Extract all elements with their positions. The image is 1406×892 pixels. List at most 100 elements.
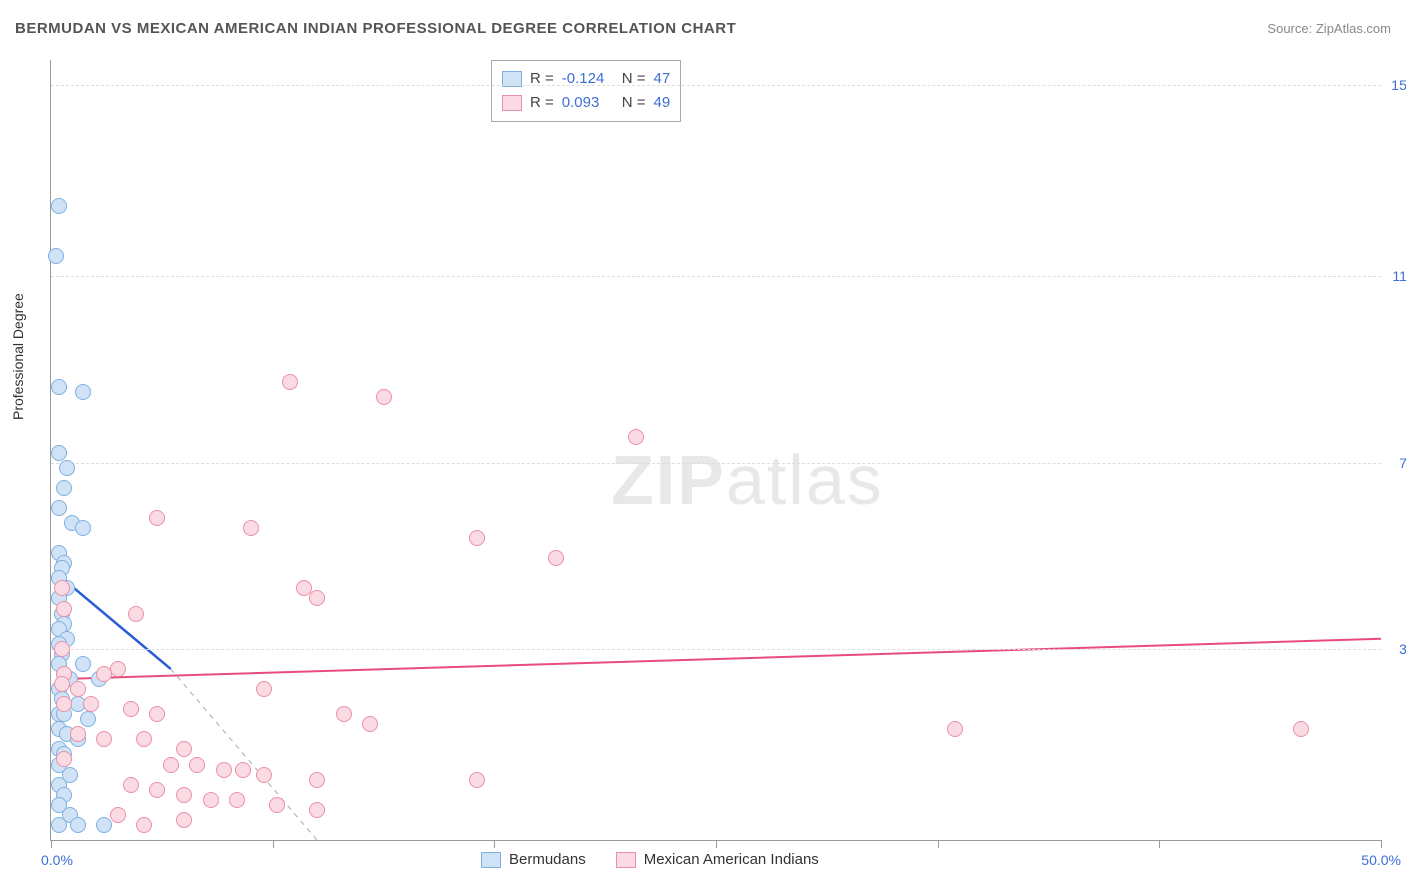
r-value: -0.124 [562,67,614,91]
legend-item: Bermudans [481,851,586,868]
data-point [282,374,298,390]
legend-label: Bermudans [509,851,586,868]
r-value: 0.093 [562,91,614,115]
data-point [70,726,86,742]
data-point [362,716,378,732]
y-tick-label: 15.0% [1391,77,1406,93]
data-point [75,520,91,536]
data-point [309,590,325,606]
n-value: 47 [654,67,671,91]
data-point [56,601,72,617]
trend-line-extrapolation [171,669,317,840]
data-point [59,460,75,476]
gridline [51,85,1381,86]
legend-row: R = 0.093 N = 49 [502,91,670,115]
r-label: R = [530,91,554,115]
source-link[interactable]: ZipAtlas.com [1316,21,1391,36]
legend-swatch [481,852,501,868]
data-point [70,681,86,697]
series-legend: Bermudans Mexican American Indians [481,851,819,868]
x-tick [51,840,52,848]
y-tick-label: 7.5% [1399,455,1406,471]
data-point [1293,721,1309,737]
data-point [110,807,126,823]
data-point [80,711,96,727]
data-point [48,248,64,264]
data-point [51,817,67,833]
data-point [176,787,192,803]
correlation-legend: R = -0.124 N = 47 R = 0.093 N = 49 [491,60,681,122]
data-point [309,802,325,818]
data-point [163,757,179,773]
data-point [96,666,112,682]
watermark: ZIPatlas [611,440,884,520]
y-tick-label: 11.2% [1392,268,1406,284]
legend-swatch [616,852,636,868]
x-tick [1159,840,1160,848]
data-point [96,731,112,747]
data-point [75,384,91,400]
data-point [176,812,192,828]
data-point [54,676,70,692]
trend-line [64,639,1381,679]
x-axis-max-label: 50.0% [1361,852,1401,868]
data-point [51,379,67,395]
x-axis-min-label: 0.0% [41,852,73,868]
data-point [376,389,392,405]
data-point [54,580,70,596]
x-tick [273,840,274,848]
n-label: N = [622,67,646,91]
n-value: 49 [654,91,671,115]
data-point [469,530,485,546]
legend-row: R = -0.124 N = 47 [502,67,670,91]
data-point [235,762,251,778]
data-point [136,731,152,747]
data-point [128,606,144,622]
data-point [947,721,963,737]
legend-item: Mexican American Indians [616,851,819,868]
legend-swatch [502,95,522,111]
data-point [123,701,139,717]
data-point [83,696,99,712]
data-point [123,777,139,793]
x-tick [1381,840,1382,848]
data-point [229,792,245,808]
data-point [70,817,86,833]
y-tick-label: 3.8% [1399,641,1406,657]
gridline [51,276,1381,277]
data-point [189,757,205,773]
data-point [56,696,72,712]
gridline [51,649,1381,650]
x-tick [938,840,939,848]
gridline [51,463,1381,464]
data-point [469,772,485,788]
legend-label: Mexican American Indians [644,851,819,868]
data-point [176,741,192,757]
data-point [51,500,67,516]
data-point [51,198,67,214]
x-tick [494,840,495,848]
source-label: Source: [1267,21,1312,36]
data-point [628,429,644,445]
n-label: N = [622,91,646,115]
data-point [216,762,232,778]
data-point [203,792,219,808]
y-axis-label: Professional Degree [10,293,26,420]
data-point [149,706,165,722]
data-point [336,706,352,722]
data-point [54,641,70,657]
x-tick [716,840,717,848]
data-point [256,767,272,783]
chart-header: BERMUDAN VS MEXICAN AMERICAN INDIAN PROF… [15,20,1391,37]
chart-source: Source: ZipAtlas.com [1267,21,1391,36]
data-point [75,656,91,672]
data-point [269,797,285,813]
data-point [256,681,272,697]
r-label: R = [530,67,554,91]
data-point [243,520,259,536]
data-point [149,510,165,526]
data-point [309,772,325,788]
data-point [51,445,67,461]
trend-lines-layer [51,60,1381,840]
data-point [149,782,165,798]
